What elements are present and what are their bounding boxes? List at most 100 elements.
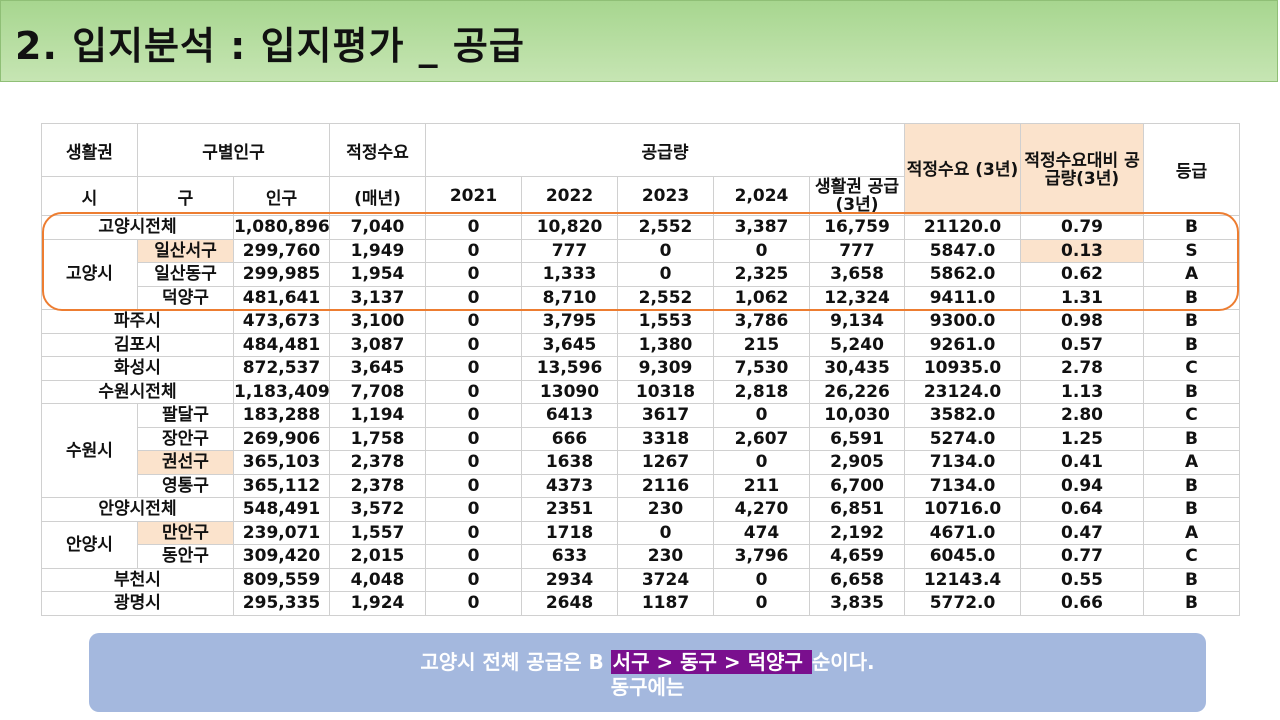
cell-pop: 809,559 (233, 567, 330, 592)
cell-2024: 211 (713, 473, 810, 498)
table-row: 영통구 365,112 2,378 0 4373 2116 211 6,700 … (42, 473, 1241, 498)
cell-2024: 2,818 (713, 379, 810, 404)
cell-2023: 0 (617, 262, 714, 287)
cell-2021: 0 (425, 238, 522, 263)
row-name: 부천시 (41, 567, 234, 592)
row-name: 화성시 (41, 356, 234, 381)
row-name: 광명시 (41, 591, 234, 616)
cell-ratio: 0.55 (1020, 567, 1145, 592)
cell-demand: 3,087 (329, 332, 426, 357)
cell-2024: 3,387 (713, 215, 810, 240)
header-living-area: 생활권 (41, 123, 138, 177)
cell-2021: 0 (425, 567, 522, 592)
cell-demand-3yr: 23124.0 (904, 379, 1022, 404)
cell-2021: 0 (425, 450, 522, 475)
table-row: 동안구 309,420 2,015 0 633 230 3,796 4,659 … (42, 544, 1241, 569)
cell-demand-3yr: 12143.4 (904, 567, 1022, 592)
cell-2024: 3,786 (713, 309, 810, 334)
cell-2024: 1,062 (713, 285, 810, 310)
cell-2022: 633 (521, 544, 618, 569)
cell-pop: 548,491 (233, 497, 330, 522)
cell-2021: 0 (425, 262, 522, 287)
page-title: 2. 입지분석 : 입지평가 _ 공급 (15, 24, 525, 68)
table-row: 김포시 484,481 3,087 0 3,645 1,380 215 5,24… (41, 332, 1241, 357)
row-name: 일산서구 (137, 238, 234, 263)
cell-ratio: 1.13 (1020, 379, 1145, 404)
table-row: 수원시 팔달구 183,288 1,194 0 6413 3617 0 10,0… (41, 403, 1241, 498)
cell-sum: 6,700 (808, 473, 906, 498)
cell-grade: B (1143, 332, 1241, 357)
table-row: 안양시전체 548,491 3,572 0 2351 230 4,270 6,8… (41, 497, 1241, 522)
cell-grade: A (1143, 262, 1241, 287)
cell-2024: 474 (713, 520, 810, 545)
cell-demand-3yr: 3582.0 (904, 403, 1022, 428)
cell-demand: 2,378 (329, 473, 426, 498)
city-label: 수원시 (41, 403, 138, 498)
cell-2022: 1638 (521, 450, 618, 475)
cell-sum: 10,030 (808, 403, 906, 428)
note-prefix: 고양시 전체 공급은 B (420, 650, 611, 674)
table-row: 일산동구 299,985 1,954 0 1,333 0 2,325 3,658… (42, 262, 1241, 287)
row-name: 일산동구 (137, 262, 234, 287)
cell-2021: 0 (425, 520, 522, 545)
cell-sum: 3,835 (808, 591, 906, 616)
cell-grade: C (1143, 403, 1241, 428)
cell-ratio: 0.66 (1020, 591, 1145, 616)
note-highlight: 서구 > 동구 > 덕양구 (610, 650, 812, 674)
table-row: 부천시 809,559 4,048 0 2934 3724 0 6,658 12… (41, 567, 1241, 592)
supply-table: 생활권 구별인구 적정수요 공급량 적정수요 (3년) 적정수요대비 공급량(3… (41, 123, 1241, 616)
cell-2021: 0 (425, 379, 522, 404)
cell-2023: 3617 (617, 403, 714, 428)
cell-grade: B (1143, 473, 1241, 498)
cell-2024: 215 (713, 332, 810, 357)
cell-demand-3yr: 10935.0 (904, 356, 1022, 381)
row-name: 장안구 (137, 426, 234, 451)
cell-grade: B (1143, 426, 1241, 451)
header-row-2: 시 구 인구 (매년) 2021 2022 2023 2,024 생활권 공급(… (41, 176, 1240, 216)
table-row: 파주시 473,673 3,100 0 3,795 1,553 3,786 9,… (41, 309, 1241, 334)
cell-grade: C (1143, 356, 1241, 381)
cell-2024: 0 (713, 403, 810, 428)
cell-ratio: 0.13 (1020, 238, 1145, 263)
cell-grade: A (1143, 450, 1241, 475)
cell-ratio: 0.98 (1020, 309, 1145, 334)
cell-2022: 6413 (521, 403, 618, 428)
cell-ratio: 0.77 (1020, 544, 1145, 569)
header-supply: 공급량 (424, 123, 906, 177)
cell-demand: 4,048 (329, 567, 426, 592)
cell-pop: 299,760 (233, 238, 330, 263)
cell-demand: 1,924 (329, 591, 426, 616)
cell-sum: 6,658 (808, 567, 906, 592)
cell-2024: 3,796 (713, 544, 810, 569)
cell-demand-3yr: 9261.0 (904, 332, 1022, 357)
cell-grade: B (1143, 591, 1241, 616)
cell-sum: 3,658 (808, 262, 906, 287)
header-pop: 인구 (233, 176, 330, 216)
cell-ratio: 0.57 (1020, 332, 1145, 357)
cell-2021: 0 (425, 591, 522, 616)
cell-2021: 0 (425, 426, 522, 451)
row-name: 고양시전체 (41, 215, 234, 240)
note-line-1: 고양시 전체 공급은 B 서구 > 동구 > 덕양구 순이다. (89, 649, 1206, 675)
cell-2023: 230 (617, 544, 714, 569)
cell-2024: 4,270 (713, 497, 810, 522)
cell-2024: 0 (713, 450, 810, 475)
cell-demand: 3,137 (329, 285, 426, 310)
cell-demand: 2,015 (329, 544, 426, 569)
cell-demand-3yr: 9300.0 (904, 309, 1022, 334)
cell-grade: B (1143, 379, 1241, 404)
cell-pop: 1,183,409 (233, 379, 330, 404)
cell-2023: 3318 (617, 426, 714, 451)
cell-2022: 13,596 (521, 356, 618, 381)
cell-2024: 7,530 (713, 356, 810, 381)
header-2023: 2023 (617, 176, 714, 216)
cell-grade: C (1143, 544, 1241, 569)
cell-2022: 2934 (521, 567, 618, 592)
cell-demand-3yr: 7134.0 (904, 473, 1022, 498)
cell-ratio: 0.64 (1020, 497, 1145, 522)
cell-2024: 0 (713, 567, 810, 592)
row-name: 권선구 (137, 450, 234, 475)
cell-grade: S (1143, 238, 1241, 263)
cell-pop: 309,420 (233, 544, 330, 569)
cell-demand: 2,378 (329, 450, 426, 475)
